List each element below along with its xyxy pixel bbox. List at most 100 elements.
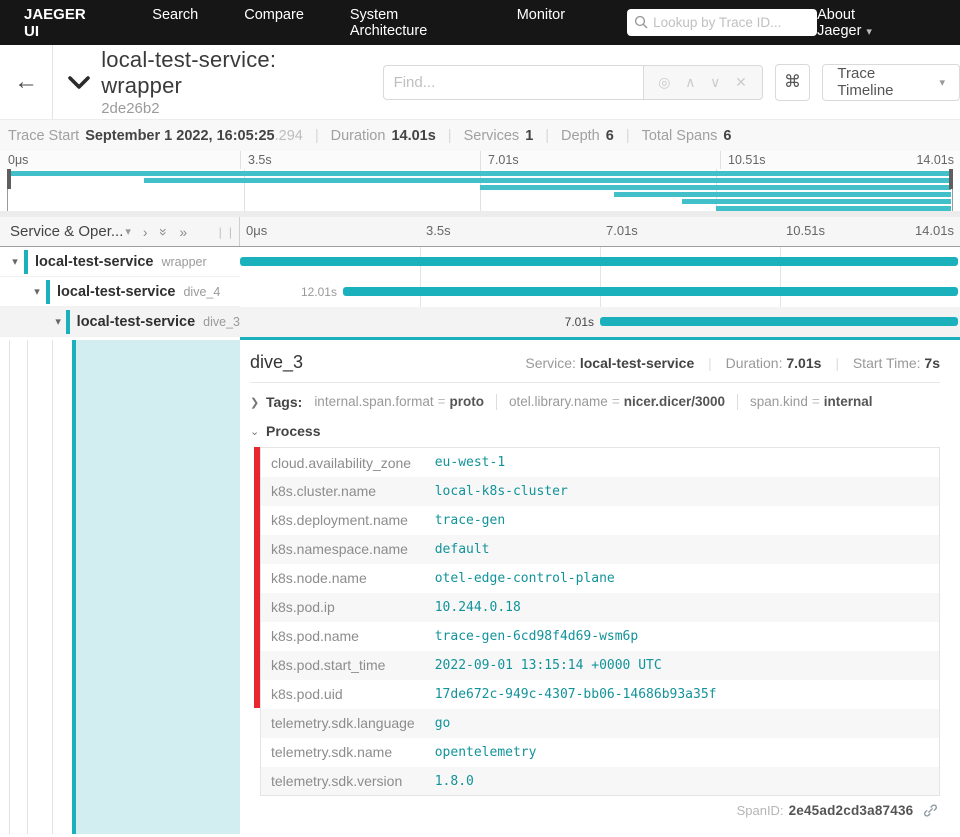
about-jaeger-menu[interactable]: About Jaeger ▾ xyxy=(817,6,872,39)
collapse-all-icon[interactable]: » xyxy=(179,223,188,240)
keyboard-shortcuts-button[interactable]: ⌘ xyxy=(774,63,811,101)
services-value: 1 xyxy=(525,127,534,144)
span-duration-label: 12.01s xyxy=(300,285,337,299)
find-prev-icon[interactable]: ∧ xyxy=(685,73,696,90)
process-key: k8s.cluster.name xyxy=(271,483,377,500)
nav-link-compare[interactable]: Compare xyxy=(244,6,304,23)
expand-all-icon[interactable]: » xyxy=(155,227,172,236)
span-operation-name: dive_3 xyxy=(203,314,240,329)
process-key: k8s.pod.start_time xyxy=(271,657,386,674)
detail-left-rail xyxy=(0,340,240,834)
process-value: opentelemetry xyxy=(434,744,537,760)
process-row: telemetry.sdk.language go xyxy=(260,708,940,738)
minimap-right-drag-handle[interactable] xyxy=(949,169,953,189)
find-input[interactable] xyxy=(382,64,643,100)
chevron-down-icon[interactable]: ▾ xyxy=(12,256,18,268)
find-next-icon[interactable]: ∨ xyxy=(710,73,721,90)
process-value: default xyxy=(434,541,490,557)
process-value: trace-gen-6cd98f4d69-wsm6p xyxy=(434,628,639,644)
process-row: k8s.node.name otel-edge-control-plane xyxy=(261,564,940,593)
find-clear-icon[interactable]: ✕ xyxy=(735,73,747,90)
detail-meta: Service: local-test-service | Duration: … xyxy=(525,355,940,371)
nav-link-system-architecture[interactable]: System Architecture xyxy=(349,6,428,39)
back-button[interactable]: ← xyxy=(0,45,54,119)
trace-minimap[interactable] xyxy=(7,169,953,211)
services-label: Services xyxy=(463,127,520,144)
chevron-down-icon[interactable]: ▾ xyxy=(55,316,61,328)
span-bar[interactable] xyxy=(240,257,958,266)
process-key: cloud.availability_zone xyxy=(271,454,412,471)
span-detail-panel: dive_3 Service: local-test-service | Dur… xyxy=(240,340,960,834)
process-key: telemetry.sdk.name xyxy=(271,744,393,761)
process-row: telemetry.sdk.name opentelemetry xyxy=(261,738,940,767)
process-value: 1.8.0 xyxy=(434,773,474,789)
trace-title: local-test-service: wrapper xyxy=(101,47,277,98)
total-spans-label: Total Spans xyxy=(641,127,718,144)
span-service-name[interactable]: local-test-service xyxy=(35,253,154,270)
span-id-label: SpanID: xyxy=(736,803,784,819)
minimap-left-drag-handle[interactable] xyxy=(7,169,11,189)
minimap-span-bar xyxy=(480,185,951,190)
red-annotation-bar xyxy=(254,447,260,709)
span-duration-label: 7.01s xyxy=(564,315,594,329)
chevron-down-icon[interactable]: ▾ xyxy=(125,226,131,238)
process-toggle[interactable]: ⌄ Process xyxy=(250,423,940,439)
nav-link-monitor[interactable]: Monitor xyxy=(516,6,566,23)
timeline-header: Service & Oper... ▾ › » » ❘❘ 0μs 3.5s 7.01… xyxy=(0,217,960,247)
process-label: Process xyxy=(266,423,321,440)
trace-start-millis: .294 xyxy=(274,127,303,144)
detail-operation-name: dive_3 xyxy=(250,352,304,372)
tag-item: otel.library.name = nicer.dicer/3000 xyxy=(509,394,726,409)
trace-id-lookup-input[interactable] xyxy=(627,9,818,36)
trace-start-value: September 1 2022, 16:05:25 xyxy=(85,127,275,144)
span-bar[interactable] xyxy=(600,317,958,326)
column-resize-handle[interactable]: ❘❘ xyxy=(215,227,236,239)
process-row: k8s.cluster.name local-k8s-cluster xyxy=(260,476,940,506)
process-value: otel-edge-control-plane xyxy=(434,570,615,586)
minimap-span-bar xyxy=(715,206,951,211)
process-key: telemetry.sdk.version xyxy=(271,773,403,790)
process-key: k8s.namespace.name xyxy=(271,541,408,558)
axis-tick: 3.5s xyxy=(426,223,451,238)
depth-value: 6 xyxy=(605,127,614,144)
span-service-name[interactable]: local-test-service xyxy=(57,283,176,300)
span-bar[interactable] xyxy=(342,287,958,296)
duration-label: Duration xyxy=(330,127,386,144)
process-key-value-table: cloud.availability_zone eu-west-1 k8s.clus… xyxy=(260,447,940,797)
chevron-down-icon: ⌄ xyxy=(250,425,260,438)
app-brand[interactable]: JAEGER UI xyxy=(24,5,86,40)
chevron-down-icon[interactable]: ▾ xyxy=(34,286,40,298)
axis-tick: 14.01s xyxy=(916,153,954,167)
chevron-down-icon: ▾ xyxy=(939,76,945,89)
service-operation-column-title[interactable]: Service & Oper... xyxy=(10,223,124,240)
selected-span-accent-line xyxy=(240,337,960,340)
span-row-dive-3-selected[interactable]: ▾ local-test-service dive_3 7.01s xyxy=(0,307,960,337)
trace-view-selector[interactable]: Trace Timeline ▾ xyxy=(822,63,960,101)
process-row: cloud.availability_zone eu-west-1 xyxy=(261,448,940,477)
tag-item: span.kind = internal xyxy=(750,394,873,409)
axis-tick: 3.5s xyxy=(248,153,272,167)
process-value: go xyxy=(434,715,451,731)
span-row-dive-4[interactable]: ▾ local-test-service dive_4 12.01s xyxy=(0,277,960,307)
match-target-icon[interactable]: ◎ xyxy=(658,73,671,90)
axis-tick: 10.51s xyxy=(786,223,826,238)
span-color-accent xyxy=(72,340,76,834)
depth-label: Depth xyxy=(561,127,600,144)
tags-toggle[interactable]: ❯ Tags: internal.span.format = proto otel.l… xyxy=(250,394,940,411)
process-key: telemetry.sdk.language xyxy=(271,715,415,732)
process-value: 10.244.0.18 xyxy=(434,599,521,615)
span-row-wrapper[interactable]: ▾ local-test-service wrapper xyxy=(0,247,960,277)
collapse-trace-chevron-icon[interactable] xyxy=(67,75,91,90)
trace-id-short: 2de26b2 xyxy=(101,100,160,117)
span-id-footer: SpanID: 2e45ad2cd3a87436 xyxy=(250,803,940,818)
top-nav: JAEGER UI Search Compare System Architec… xyxy=(0,0,960,45)
axis-tick: 7.01s xyxy=(488,153,519,167)
copy-link-icon[interactable] xyxy=(923,803,938,818)
process-value: 2022-09-01 13:15:14 +0000 UTC xyxy=(434,657,662,673)
timeline-axis: 0μs 3.5s 7.01s 10.51s 14.01s xyxy=(240,217,960,246)
tags-list: internal.span.format = proto otel.library.n… xyxy=(314,394,873,411)
span-service-name[interactable]: local-test-service xyxy=(76,313,196,330)
process-key: k8s.deployment.name xyxy=(271,512,408,529)
nav-link-search[interactable]: Search xyxy=(152,6,199,23)
expand-one-level-icon[interactable]: › xyxy=(142,223,148,240)
